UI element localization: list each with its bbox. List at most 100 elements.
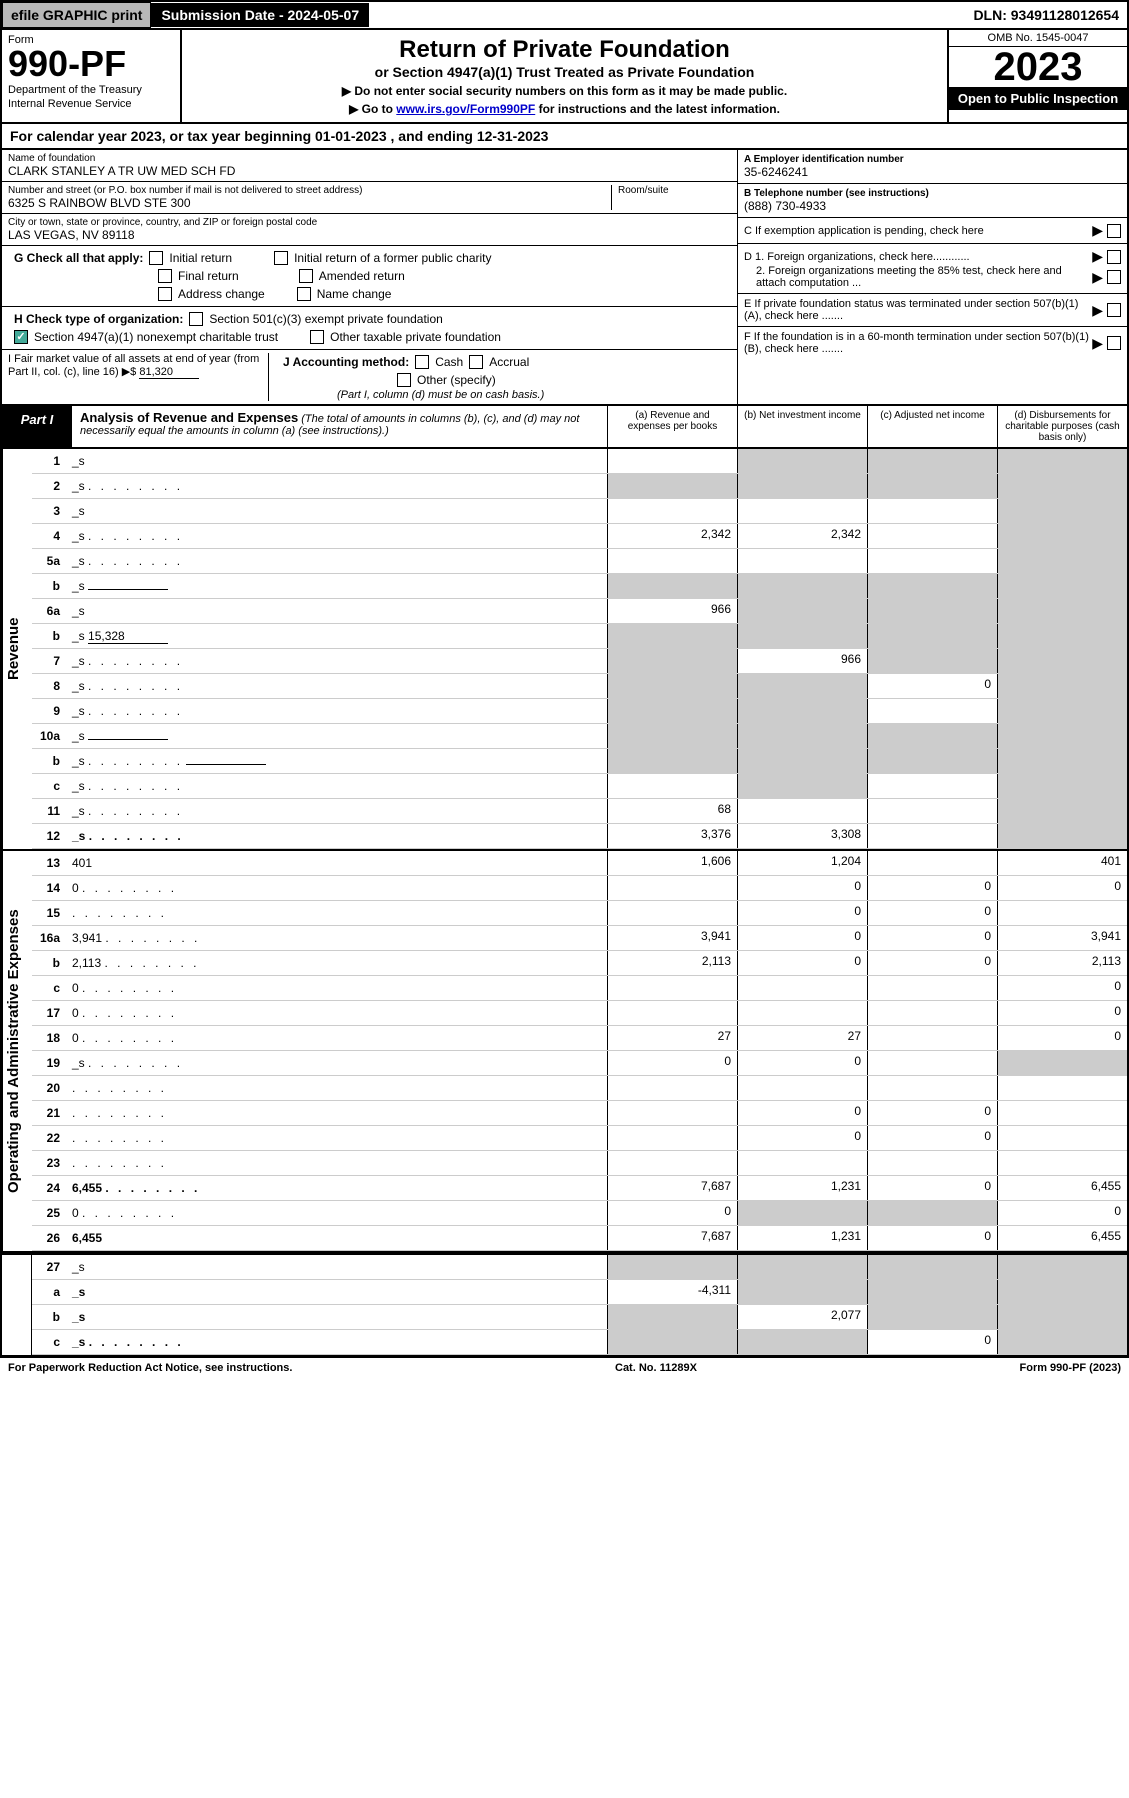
amount-cell-shaded [997, 449, 1127, 473]
line-number: 21 [32, 1106, 68, 1120]
initial-return-label: Initial return [169, 251, 232, 265]
line-number: 14 [32, 881, 68, 895]
amount-cell [867, 1151, 997, 1175]
initial-return-checkbox[interactable] [149, 251, 163, 265]
phone-label: B Telephone number (see instructions) [744, 188, 1121, 199]
paperwork-notice: For Paperwork Reduction Act Notice, see … [8, 1362, 292, 1374]
amount-cell: 0 [867, 1226, 997, 1250]
initial-former-label: Initial return of a former public charit… [294, 251, 491, 265]
initial-former-checkbox[interactable] [274, 251, 288, 265]
amount-cell [737, 499, 867, 523]
amount-cell [867, 699, 997, 723]
instructions-link[interactable]: www.irs.gov/Form990PF [396, 102, 535, 116]
line-number: 19 [32, 1056, 68, 1070]
table-row: b_s [32, 574, 1127, 599]
amount-cell [607, 876, 737, 900]
amount-cell-shaded [607, 1330, 737, 1354]
address-change-checkbox[interactable] [158, 287, 172, 301]
table-row: 21 . . . . . . . .00 [32, 1101, 1127, 1126]
form-subtitle: or Section 4947(a)(1) Trust Treated as P… [188, 64, 941, 80]
amount-cell-shaded [997, 649, 1127, 673]
amount-cell-shaded [997, 524, 1127, 548]
revenue-side-label: Revenue [2, 449, 32, 849]
amended-return-checkbox[interactable] [299, 269, 313, 283]
85pct-test-checkbox[interactable] [1107, 270, 1121, 284]
amount-cell [997, 1151, 1127, 1175]
amount-cell [607, 774, 737, 798]
col-a-header: (a) Revenue and expenses per books [607, 406, 737, 447]
amount-cell: 0 [737, 876, 867, 900]
amount-cell: 3,376 [607, 824, 737, 848]
h-label: H Check type of organization: [14, 312, 183, 326]
c-exemption-label: C If exemption application is pending, c… [744, 225, 984, 237]
amount-cell-shaded [607, 624, 737, 648]
table-row: a_s-4,311 [32, 1280, 1127, 1305]
table-row: 5a_s . . . . . . . . [32, 549, 1127, 574]
60month-checkbox[interactable] [1107, 336, 1121, 350]
terminated-checkbox[interactable] [1107, 303, 1121, 317]
final-return-checkbox[interactable] [158, 269, 172, 283]
line-number: 20 [32, 1081, 68, 1095]
amount-cell: 68 [607, 799, 737, 823]
amount-cell: 2,113 [607, 951, 737, 975]
amount-cell: 6,455 [997, 1226, 1127, 1250]
room-label: Room/suite [618, 185, 731, 196]
amount-cell: 0 [737, 1051, 867, 1075]
amount-cell [607, 1126, 737, 1150]
4947-checkbox[interactable] [14, 330, 28, 344]
instr-post: for instructions and the latest informat… [535, 102, 780, 116]
line-number: 13 [32, 856, 68, 870]
amount-cell [867, 549, 997, 573]
foundation-name: CLARK STANLEY A TR UW MED SCH FD [8, 164, 731, 178]
other-method-label: Other (specify) [417, 373, 496, 387]
name-change-label: Name change [317, 287, 392, 301]
phone-value: (888) 730-4933 [744, 199, 1121, 213]
table-row: 246,455 . . . . . . . .7,6871,23106,455 [32, 1176, 1127, 1201]
amount-cell: -4,311 [607, 1280, 737, 1304]
accrual-checkbox[interactable] [469, 355, 483, 369]
amount-cell: 0 [607, 1051, 737, 1075]
city-state-zip: LAS VEGAS, NV 89118 [8, 228, 731, 242]
other-method-checkbox[interactable] [397, 373, 411, 387]
exemption-pending-checkbox[interactable] [1107, 224, 1121, 238]
amount-cell: 27 [607, 1026, 737, 1050]
amount-cell: 3,941 [997, 926, 1127, 950]
catalog-number: Cat. No. 11289X [615, 1362, 697, 1374]
line-description: 6,455 . . . . . . . . [68, 1178, 607, 1198]
amount-cell [607, 1076, 737, 1100]
table-row: 2_s . . . . . . . . [32, 474, 1127, 499]
table-row: 170 . . . . . . . .0 [32, 1001, 1127, 1026]
other-taxable-checkbox[interactable] [310, 330, 324, 344]
501c3-label: Section 501(c)(3) exempt private foundat… [209, 312, 442, 326]
name-change-checkbox[interactable] [297, 287, 311, 301]
501c3-checkbox[interactable] [189, 312, 203, 326]
street-address: 6325 S RAINBOW BLVD STE 300 [8, 196, 611, 210]
line-description: _s . . . . . . . . [68, 776, 607, 796]
line-number: a [32, 1285, 68, 1299]
amount-cell [737, 799, 867, 823]
table-row: 3_s [32, 499, 1127, 524]
amount-cell-shaded [997, 774, 1127, 798]
table-row: c_s . . . . . . . . [32, 774, 1127, 799]
line-description: _s [68, 576, 607, 596]
table-row: 250 . . . . . . . .00 [32, 1201, 1127, 1226]
col-c-header: (c) Adjusted net income [867, 406, 997, 447]
amount-cell-shaded [997, 749, 1127, 773]
amount-cell: 0 [997, 876, 1127, 900]
amount-cell-shaded [997, 1051, 1127, 1075]
efile-print-button[interactable]: efile GRAPHIC print [2, 2, 151, 28]
amount-cell [867, 851, 997, 875]
table-row: 23 . . . . . . . . [32, 1151, 1127, 1176]
line-description: . . . . . . . . [68, 903, 607, 923]
amount-cell [867, 1001, 997, 1025]
amount-cell: 7,687 [607, 1226, 737, 1250]
line-description: 401 [68, 853, 607, 873]
line-number: 26 [32, 1231, 68, 1245]
foreign-org-checkbox[interactable] [1107, 250, 1121, 264]
cash-checkbox[interactable] [415, 355, 429, 369]
line-description: _s . . . . . . . . [68, 801, 607, 821]
table-row: 140 . . . . . . . .000 [32, 876, 1127, 901]
amount-cell: 0 [737, 1101, 867, 1125]
amount-cell-shaded [867, 724, 997, 748]
line-description: _s . . . . . . . . [68, 1053, 607, 1073]
